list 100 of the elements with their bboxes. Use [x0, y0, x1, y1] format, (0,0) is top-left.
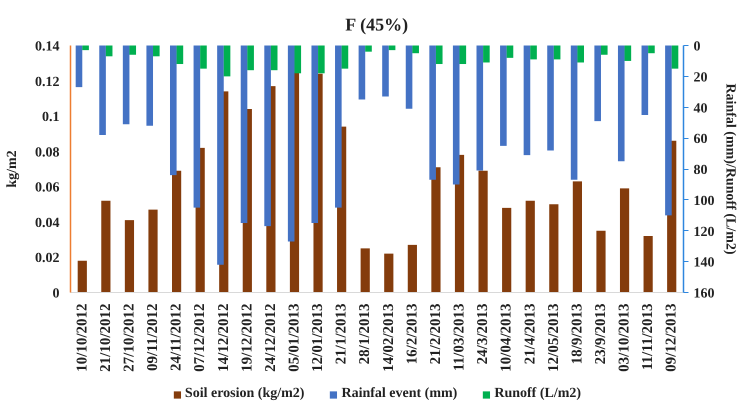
x-tick-label: 11/11/2013	[640, 303, 656, 370]
legend-label: Runoff (L/m2)	[494, 386, 582, 402]
x-tick-label: 14/12/2012	[216, 303, 232, 372]
x-tick-label: 03/10/2013	[616, 303, 633, 372]
bar	[594, 46, 601, 122]
bar	[596, 230, 606, 292]
x-tick-label: 21/1/2013	[334, 303, 350, 364]
bar	[342, 46, 348, 69]
bar	[76, 46, 82, 88]
bar	[642, 46, 648, 115]
bar	[360, 248, 370, 292]
bar	[270, 46, 278, 70]
bar	[600, 46, 608, 55]
bar	[176, 46, 184, 64]
y-tick-label: 0	[52, 286, 60, 302]
bar	[129, 46, 136, 55]
bar	[460, 46, 466, 64]
x-tick-label: 16/2/2013	[404, 303, 420, 364]
bar	[436, 46, 443, 64]
bar	[506, 46, 514, 58]
bar	[483, 46, 490, 62]
x-tick-label: 11/03/2013	[452, 303, 468, 372]
y-tick-label: 0.1	[42, 110, 60, 126]
bar	[500, 46, 507, 146]
bar	[624, 46, 632, 61]
y2-tick-label: 160	[694, 286, 714, 302]
bar	[365, 46, 372, 52]
bar	[247, 46, 254, 70]
bar	[620, 188, 630, 292]
x-tick-label: 07/12/2012	[192, 303, 208, 372]
bar	[530, 46, 537, 60]
bar	[406, 46, 412, 109]
y-tick-label: 0.04	[35, 216, 60, 231]
x-tick-label: 23/9/2013	[592, 303, 609, 364]
x-tick-label: 10/04/2013	[498, 303, 515, 372]
y2-tick-label: 80	[694, 163, 708, 178]
y2-tick-label: 40	[694, 101, 708, 116]
bar	[200, 46, 207, 69]
legend-label: Soil erosion (kg/m2)	[184, 386, 304, 402]
bar	[412, 46, 419, 54]
bar	[408, 244, 417, 292]
bar	[106, 46, 112, 56]
bar	[502, 208, 512, 292]
bar	[101, 200, 110, 292]
x-tick-label: 27/10/2012	[121, 303, 138, 372]
y-axis-title: kg/m2	[5, 150, 20, 188]
x-tick-label: 21/4/2013	[522, 303, 538, 364]
x-tick-label: 05/01/2013	[286, 303, 302, 372]
y-tick-label: 0.06	[35, 180, 60, 196]
bar	[526, 200, 535, 292]
x-tick-label: 09/11/2012	[145, 303, 162, 372]
bar	[358, 46, 366, 100]
x-tick-label: 21/10/2012	[98, 303, 114, 372]
bar	[78, 260, 87, 292]
bar	[672, 46, 678, 69]
bar	[577, 46, 584, 62]
bar	[122, 46, 130, 124]
y2-axis-title: Rainfal (mm)/Runoff (L/m2)	[722, 83, 738, 255]
x-tick-label: 18/9/2013	[569, 303, 586, 364]
y2-tick-label: 60	[694, 132, 708, 148]
x-tick-label: 12/05/2013	[546, 303, 562, 372]
bar	[384, 254, 394, 292]
bar	[644, 236, 653, 292]
bar	[224, 46, 230, 76]
legend-label: Rainfal event (mm)	[341, 386, 458, 402]
x-tick-label: 24/12/2012	[262, 303, 279, 372]
chart-title: F (45%)	[345, 14, 408, 34]
bar	[146, 46, 154, 126]
bar	[648, 46, 655, 54]
y-tick-label: 0.08	[35, 145, 60, 160]
bar	[318, 46, 325, 74]
x-tick-label: 28/1/2013	[357, 303, 374, 364]
bar	[554, 46, 560, 60]
bar	[547, 46, 554, 150]
bar	[618, 46, 625, 162]
x-tick-label: 14/02/2013	[380, 303, 397, 372]
x-tick-label: 10/10/2012	[74, 303, 90, 372]
bar	[549, 204, 558, 292]
bar	[294, 46, 302, 74]
y2-tick-label: 120	[694, 224, 714, 240]
bar	[124, 220, 134, 292]
bar	[382, 46, 389, 96]
bar	[524, 46, 530, 156]
x-tick-label: 12/01/2013	[310, 303, 326, 372]
y2-tick-label: 140	[694, 256, 714, 271]
x-tick-label: 09/12/2013	[664, 303, 680, 372]
y-tick-label: 0.14	[35, 40, 60, 54]
bar	[82, 46, 89, 50]
bar	[99, 46, 106, 136]
x-tick-label: 24/3/2013	[475, 303, 492, 364]
bar	[148, 210, 158, 292]
y2-tick-label: 100	[694, 194, 714, 209]
y2-tick-label: 0	[694, 40, 700, 54]
x-tick-label: 21/2/2013	[428, 303, 444, 364]
x-tick-label: 19/12/2012	[239, 303, 256, 372]
y-tick-label: 0.12	[35, 74, 60, 90]
bar	[153, 46, 160, 56]
x-tick-label: 24/11/2012	[168, 303, 185, 372]
y2-tick-label: 20	[694, 70, 708, 86]
bar	[388, 46, 396, 50]
